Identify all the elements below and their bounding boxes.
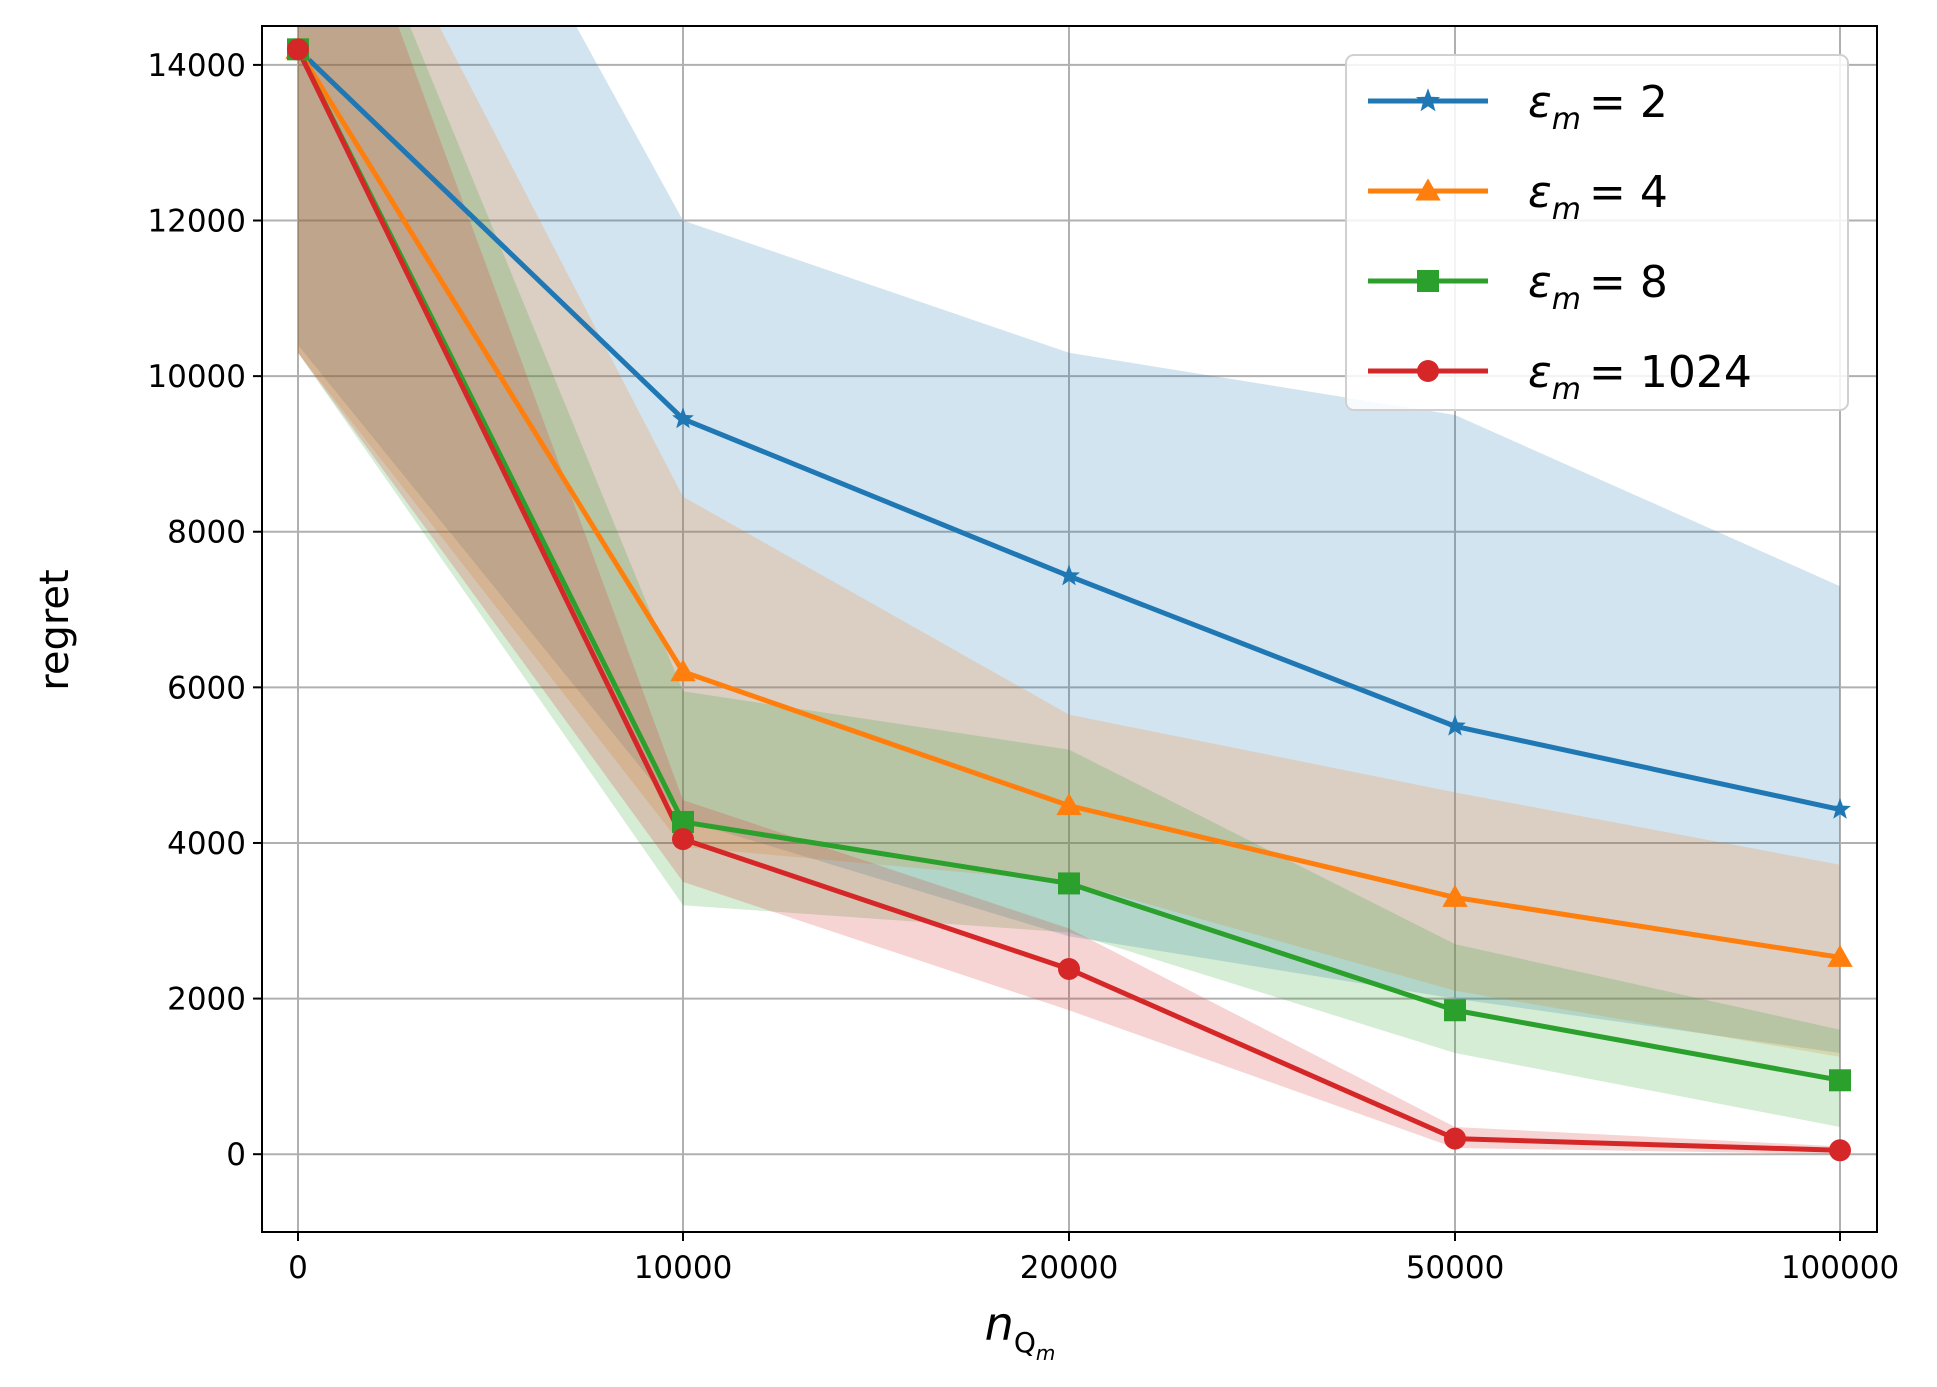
legend-label: εm = 2: [1528, 77, 1668, 137]
x-tick-label: 10000: [634, 1250, 733, 1286]
legend-symbol: ε: [1528, 77, 1552, 128]
data-point-triangle: [1442, 884, 1468, 907]
data-point-square: [1829, 1069, 1851, 1092]
legend-symbol: ε: [1528, 257, 1552, 308]
legend-value: = 1024: [1589, 347, 1752, 398]
band-star: [298, 26, 1840, 1054]
data-point-star: [672, 407, 694, 429]
data-point-triangle: [1827, 944, 1853, 967]
y-tick-label: 10000: [147, 359, 246, 395]
legend-subscript: m: [1552, 102, 1581, 137]
band-square: [298, 26, 1840, 1127]
legend-entry-star: εm = 2: [1368, 77, 1668, 137]
legend-subscript: m: [1552, 192, 1581, 227]
data-point-star: [1829, 798, 1851, 819]
y-tick-label: 14000: [147, 48, 246, 84]
legend: εm = 2εm = 4εm = 8εm = 1024: [1345, 54, 1849, 411]
legend-value: = 8: [1589, 257, 1668, 308]
legend-subscript: m: [1552, 372, 1581, 407]
legend-box: [1345, 54, 1849, 411]
legend-entry-circle: εm = 1024: [1368, 347, 1752, 407]
x-tick-label: 50000: [1406, 1250, 1505, 1286]
legend-value: = 4: [1589, 167, 1668, 218]
legend-marker: [1416, 88, 1440, 112]
y-tick-label: 6000: [167, 670, 246, 706]
data-point-circle: [1444, 1127, 1466, 1150]
legend-entry-square: εm = 8: [1368, 257, 1668, 317]
y-tick-label: 8000: [167, 515, 246, 551]
data-point-circle: [1829, 1139, 1851, 1162]
data-point-triangle: [1056, 792, 1082, 816]
series-markers: [285, 36, 1853, 1162]
legend-subscript: m: [1552, 282, 1581, 317]
x-axis-label: nQm: [985, 1297, 1056, 1365]
y-tick-label: 2000: [167, 982, 246, 1018]
data-point-square: [1444, 999, 1466, 1022]
legend-label: εm = 1024: [1528, 347, 1752, 407]
x-tick-label: 0: [288, 1250, 308, 1286]
legend-marker: [1417, 270, 1439, 292]
x-axis-label-subscript-sub: m: [1036, 1341, 1055, 1365]
x-tick-label: 20000: [1020, 1250, 1119, 1286]
data-point-triangle: [670, 659, 696, 682]
data-point-star: [1058, 564, 1080, 586]
data-point-square: [672, 810, 694, 833]
legend-label: εm = 8: [1528, 257, 1668, 317]
legend-entry-triangle: εm = 4: [1368, 167, 1668, 227]
legend-symbol: ε: [1528, 347, 1552, 398]
axis-ticks: 0 10000 20000 50000 100000 0 2000 4000 6000 8000 1…: [147, 48, 1899, 1286]
x-axis-label-main: n: [985, 1297, 1014, 1351]
y-axis-label: regret: [32, 569, 78, 690]
legend-label: εm = 4: [1528, 167, 1668, 227]
band-triangle: [298, 26, 1840, 1057]
band-circle: [298, 26, 1840, 1155]
legend-marker: [1415, 178, 1441, 201]
data-point-circle: [1058, 958, 1080, 981]
data-point-star: [1444, 714, 1466, 736]
data-point-circle: [672, 828, 694, 851]
legend-marker: [1417, 360, 1439, 382]
legend-value: = 2: [1589, 77, 1668, 128]
y-tick-label: 12000: [147, 204, 246, 240]
data-point-square: [1058, 872, 1080, 895]
x-axis-label-subscript: Q: [1014, 1326, 1036, 1359]
data-point-circle: [287, 38, 309, 61]
confidence-bands: [298, 26, 1840, 1155]
legend-symbol: ε: [1528, 167, 1552, 218]
y-tick-label: 4000: [167, 826, 246, 862]
x-tick-label: 100000: [1781, 1250, 1899, 1286]
y-tick-label: 0: [226, 1137, 246, 1173]
